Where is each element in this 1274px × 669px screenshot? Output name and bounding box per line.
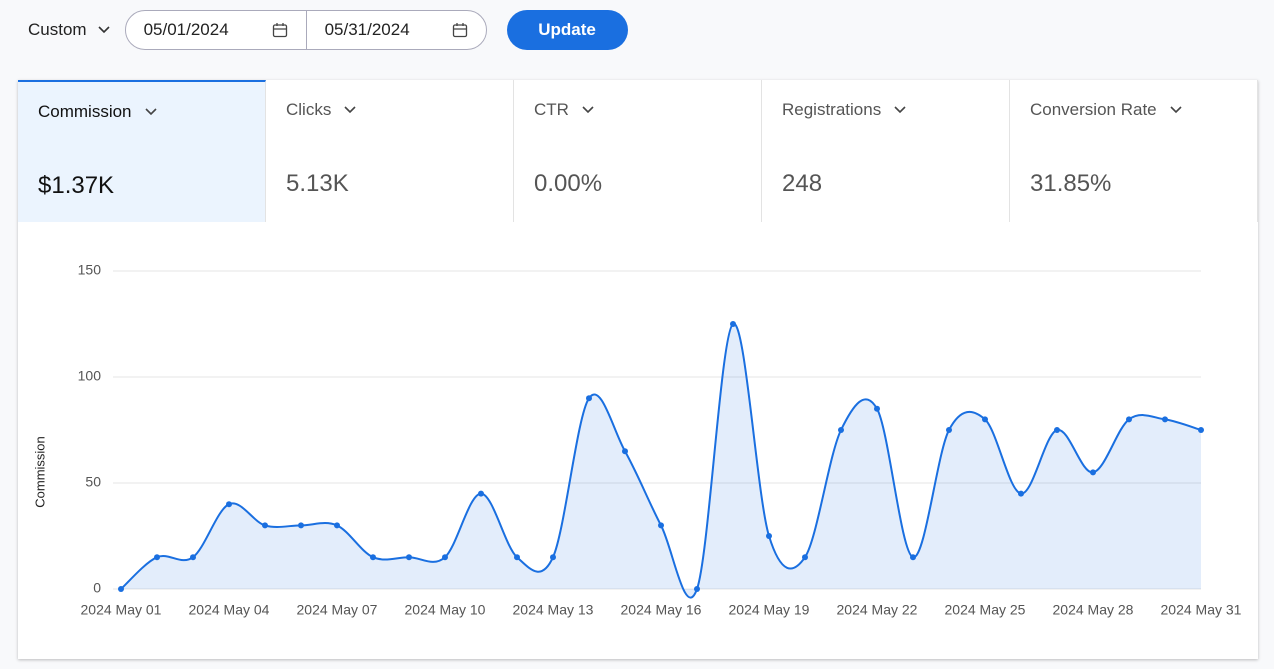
metric-tabs: Commission $1.37K Clicks 5.13K CTR 0.00% Regis… — [18, 80, 1258, 222]
metric-label: CTR — [534, 100, 569, 119]
x-tick-label: 2024 May 01 — [81, 602, 162, 618]
point — [334, 522, 340, 529]
point — [370, 554, 376, 561]
x-tick-label: 2024 May 07 — [297, 602, 378, 618]
chevron — [582, 106, 594, 114]
x-tick-label: 2024 May 31 — [1161, 602, 1242, 618]
y-tick-label: 50 — [85, 474, 101, 490]
chart: Commission 0 50 100 150 2024 May 01 2024 May … — [32, 262, 1242, 618]
range-select[interactable]: Custom — [28, 20, 111, 40]
point — [946, 427, 952, 433]
y-tick-label: 100 — [78, 368, 102, 384]
metric-tab[interactable]: Clicks 5.13K — [266, 80, 514, 222]
x-tick-label: 2024 May 28 — [1053, 602, 1134, 618]
point — [910, 554, 916, 561]
y-tick-label: 150 — [78, 262, 102, 278]
chevron — [1170, 106, 1182, 114]
point — [262, 522, 268, 529]
metric-label: Conversion Rate — [1030, 100, 1157, 119]
x-tick-label: 2024 May 04 — [189, 602, 270, 618]
metric-header: CTR — [534, 100, 741, 120]
point — [298, 522, 304, 529]
point — [802, 554, 808, 561]
y-tick-label: 0 — [93, 580, 101, 596]
chevron — [144, 108, 157, 116]
metric-value: 0.00% — [534, 170, 603, 197]
end-date-text: 05/31/2024 — [324, 20, 410, 39]
point — [514, 554, 520, 561]
metric-tab[interactable]: Registrations 248 — [762, 80, 1010, 222]
point — [442, 554, 448, 561]
x-tick-label: 2024 May 16 — [621, 602, 702, 618]
y-axis-label: Commission — [32, 436, 47, 508]
point — [1162, 416, 1168, 423]
metric-label: Registrations — [782, 100, 882, 119]
metric-value: $1.37K — [38, 172, 115, 199]
card: Commission $1.37K Clicks 5.13K CTR 0.00% Regis… — [18, 80, 1258, 659]
point — [550, 554, 556, 561]
calendar-icon — [452, 23, 467, 38]
metric-header: Commission — [38, 102, 245, 122]
toolbar: Custom 05/01/2024 05/31/2024 Update — [28, 10, 628, 50]
point — [658, 522, 664, 529]
point — [406, 554, 412, 561]
point — [874, 405, 880, 412]
x-tick-label: 2024 May 25 — [945, 602, 1026, 618]
x-tick-label: 2024 May 19 — [729, 602, 810, 618]
update-button[interactable]: Update — [506, 10, 628, 50]
metric-value: 31.85% — [1030, 170, 1112, 197]
point — [1198, 427, 1204, 433]
point — [982, 416, 988, 423]
calendar-icon — [272, 23, 287, 38]
range-label: Custom — [28, 20, 87, 39]
point — [1090, 469, 1096, 476]
point — [118, 586, 124, 592]
x-tick-label: 2024 May 22 — [837, 602, 918, 618]
start-date[interactable]: 05/01/2024 — [126, 11, 306, 49]
metric-tab[interactable]: Commission $1.37K — [18, 80, 266, 222]
chevron — [98, 26, 110, 34]
point — [1126, 416, 1132, 423]
point — [766, 533, 772, 539]
point — [190, 554, 196, 561]
point — [226, 501, 232, 508]
area — [121, 323, 1201, 598]
metric-label: Clicks — [286, 100, 332, 119]
metric-value: 5.13K — [286, 170, 349, 197]
point — [838, 427, 844, 433]
end-date[interactable]: 05/31/2024 — [305, 11, 486, 49]
point — [586, 395, 592, 402]
point — [730, 321, 736, 327]
chevron — [894, 106, 906, 114]
x-tick-label: 2024 May 13 — [513, 602, 594, 618]
metric-header: Registrations — [782, 100, 989, 120]
point — [154, 554, 160, 561]
metric-header: Clicks — [286, 100, 493, 120]
date-range: 05/01/2024 05/31/2024 — [124, 10, 487, 50]
point — [622, 448, 628, 455]
point — [1054, 427, 1060, 433]
chevron — [344, 106, 356, 114]
start-date-text: 05/01/2024 — [143, 20, 229, 39]
point — [478, 490, 484, 497]
point — [1018, 490, 1024, 497]
metric-tab[interactable]: Conversion Rate 31.85% — [1010, 80, 1258, 222]
point — [694, 586, 700, 592]
metric-value: 248 — [782, 170, 823, 197]
metric-tab[interactable]: CTR 0.00% — [514, 80, 762, 222]
metric-header: Conversion Rate — [1030, 100, 1237, 120]
x-tick-label: 2024 May 10 — [405, 602, 486, 618]
metric-label: Commission — [38, 102, 132, 121]
